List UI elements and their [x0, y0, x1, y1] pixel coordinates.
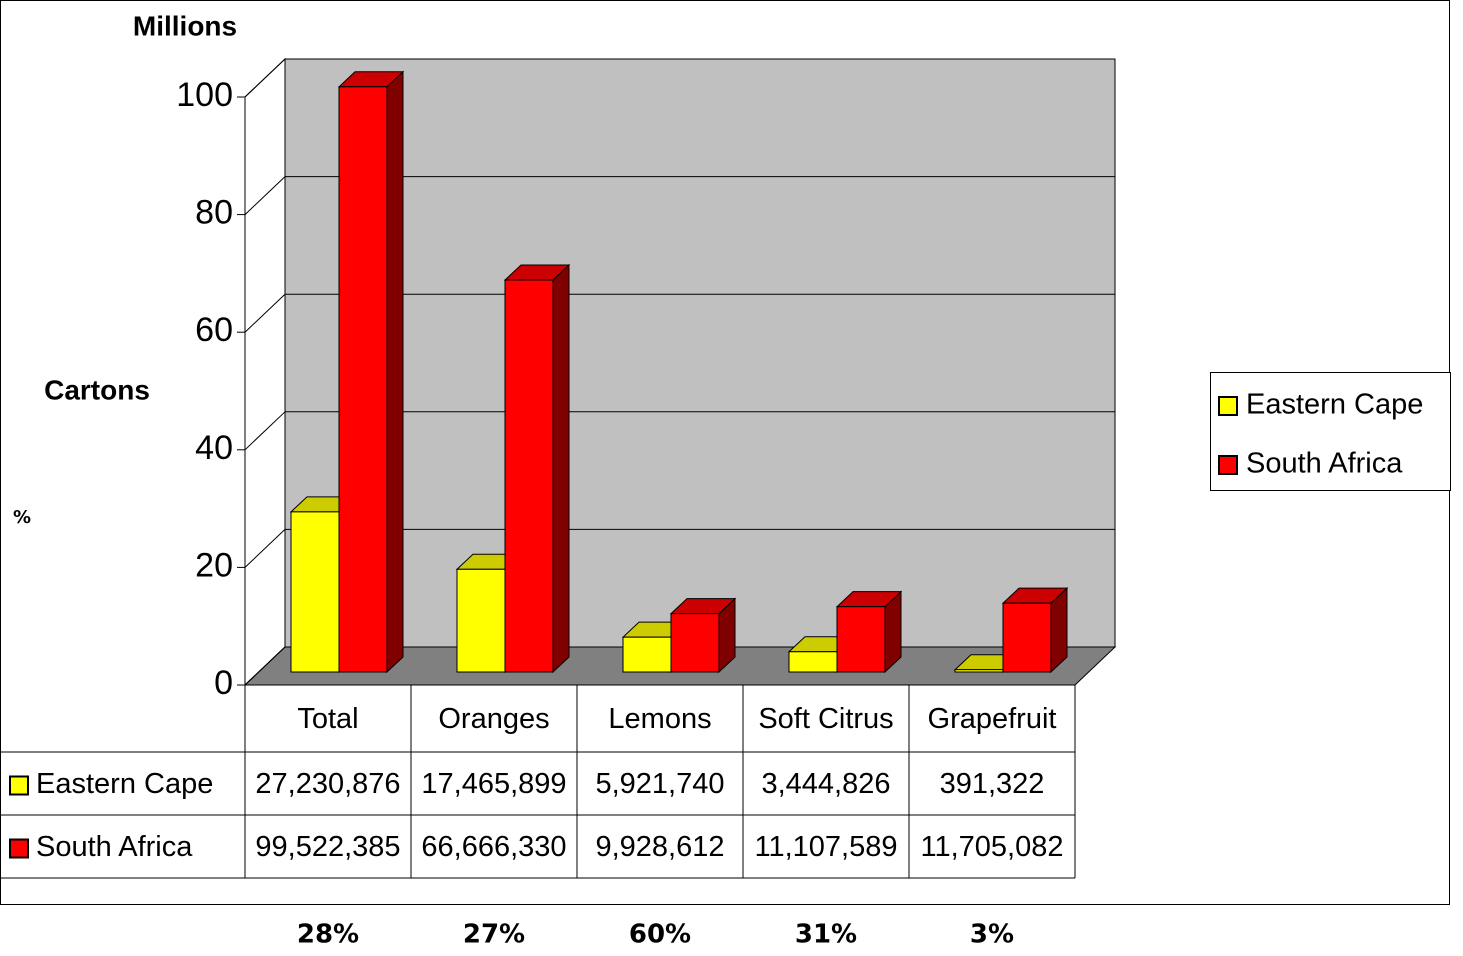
x-tick-label: Grapefruit: [928, 703, 1057, 735]
percent-value: 3%: [970, 920, 1014, 950]
x-tick-label: Lemons: [608, 703, 711, 735]
bar: [338, 86, 388, 673]
legend-label: South Africa: [1246, 448, 1403, 480]
bar: [1002, 602, 1052, 673]
bar: [954, 669, 1004, 673]
bar: [836, 606, 886, 673]
table-value: 3,444,826: [761, 768, 890, 800]
table-value: 27,230,876: [255, 768, 400, 800]
grid-line: [244, 293, 286, 333]
bar-side: [552, 263, 570, 674]
table-value: 11,705,082: [921, 831, 1064, 863]
percent-value: 31%: [795, 920, 857, 950]
y-tick-label: 40: [195, 429, 233, 467]
bar-side: [386, 70, 404, 674]
percent-label: %: [13, 507, 31, 528]
bar: [622, 636, 672, 673]
table-value: 66,666,330: [421, 831, 566, 863]
bar: [456, 568, 506, 673]
grid-line: [244, 529, 286, 568]
bar: [290, 511, 340, 673]
y-axis-title: Millions: [133, 10, 237, 41]
bar: [788, 651, 838, 673]
left-wall: [244, 57, 286, 687]
y-tick-label: 80: [195, 194, 233, 232]
y-tick-label: 60: [195, 311, 233, 349]
table-value: 9,928,612: [595, 831, 724, 863]
table-swatch: [9, 775, 29, 796]
percent-value: 27%: [463, 920, 525, 950]
grid-line: [244, 411, 286, 451]
table-row-label: South Africa: [36, 831, 193, 863]
table-value: 17,465,899: [421, 768, 566, 800]
x-tick-label: Soft Citrus: [758, 703, 893, 735]
legend-swatch: [1218, 455, 1238, 475]
side-label: Cartons: [44, 374, 150, 405]
table-swatch: [9, 838, 29, 859]
table-value: 11,107,589: [755, 831, 898, 863]
percent-value: 60%: [629, 920, 691, 950]
x-tick-label: Oranges: [438, 703, 549, 735]
grid-line: [244, 58, 286, 98]
bar: [504, 279, 554, 673]
legend-label: Eastern Cape: [1246, 389, 1423, 421]
legend-box: [1210, 372, 1451, 491]
grid-line: [244, 176, 286, 215]
y-tick-label: 100: [176, 76, 233, 114]
y-tick-label: 20: [195, 546, 233, 584]
table-row-label: Eastern Cape: [36, 768, 213, 800]
table-value: 5,921,740: [595, 768, 724, 800]
x-tick-label: Total: [297, 703, 358, 735]
y-tick-label: 0: [214, 664, 233, 702]
table-value: 99,522,385: [255, 831, 400, 863]
table-value: 391,322: [940, 768, 1045, 800]
percent-value: 28%: [297, 920, 359, 950]
legend-swatch: [1218, 396, 1238, 416]
bar: [670, 613, 720, 673]
back-wall: [284, 58, 1116, 648]
grid-line: [244, 646, 286, 686]
